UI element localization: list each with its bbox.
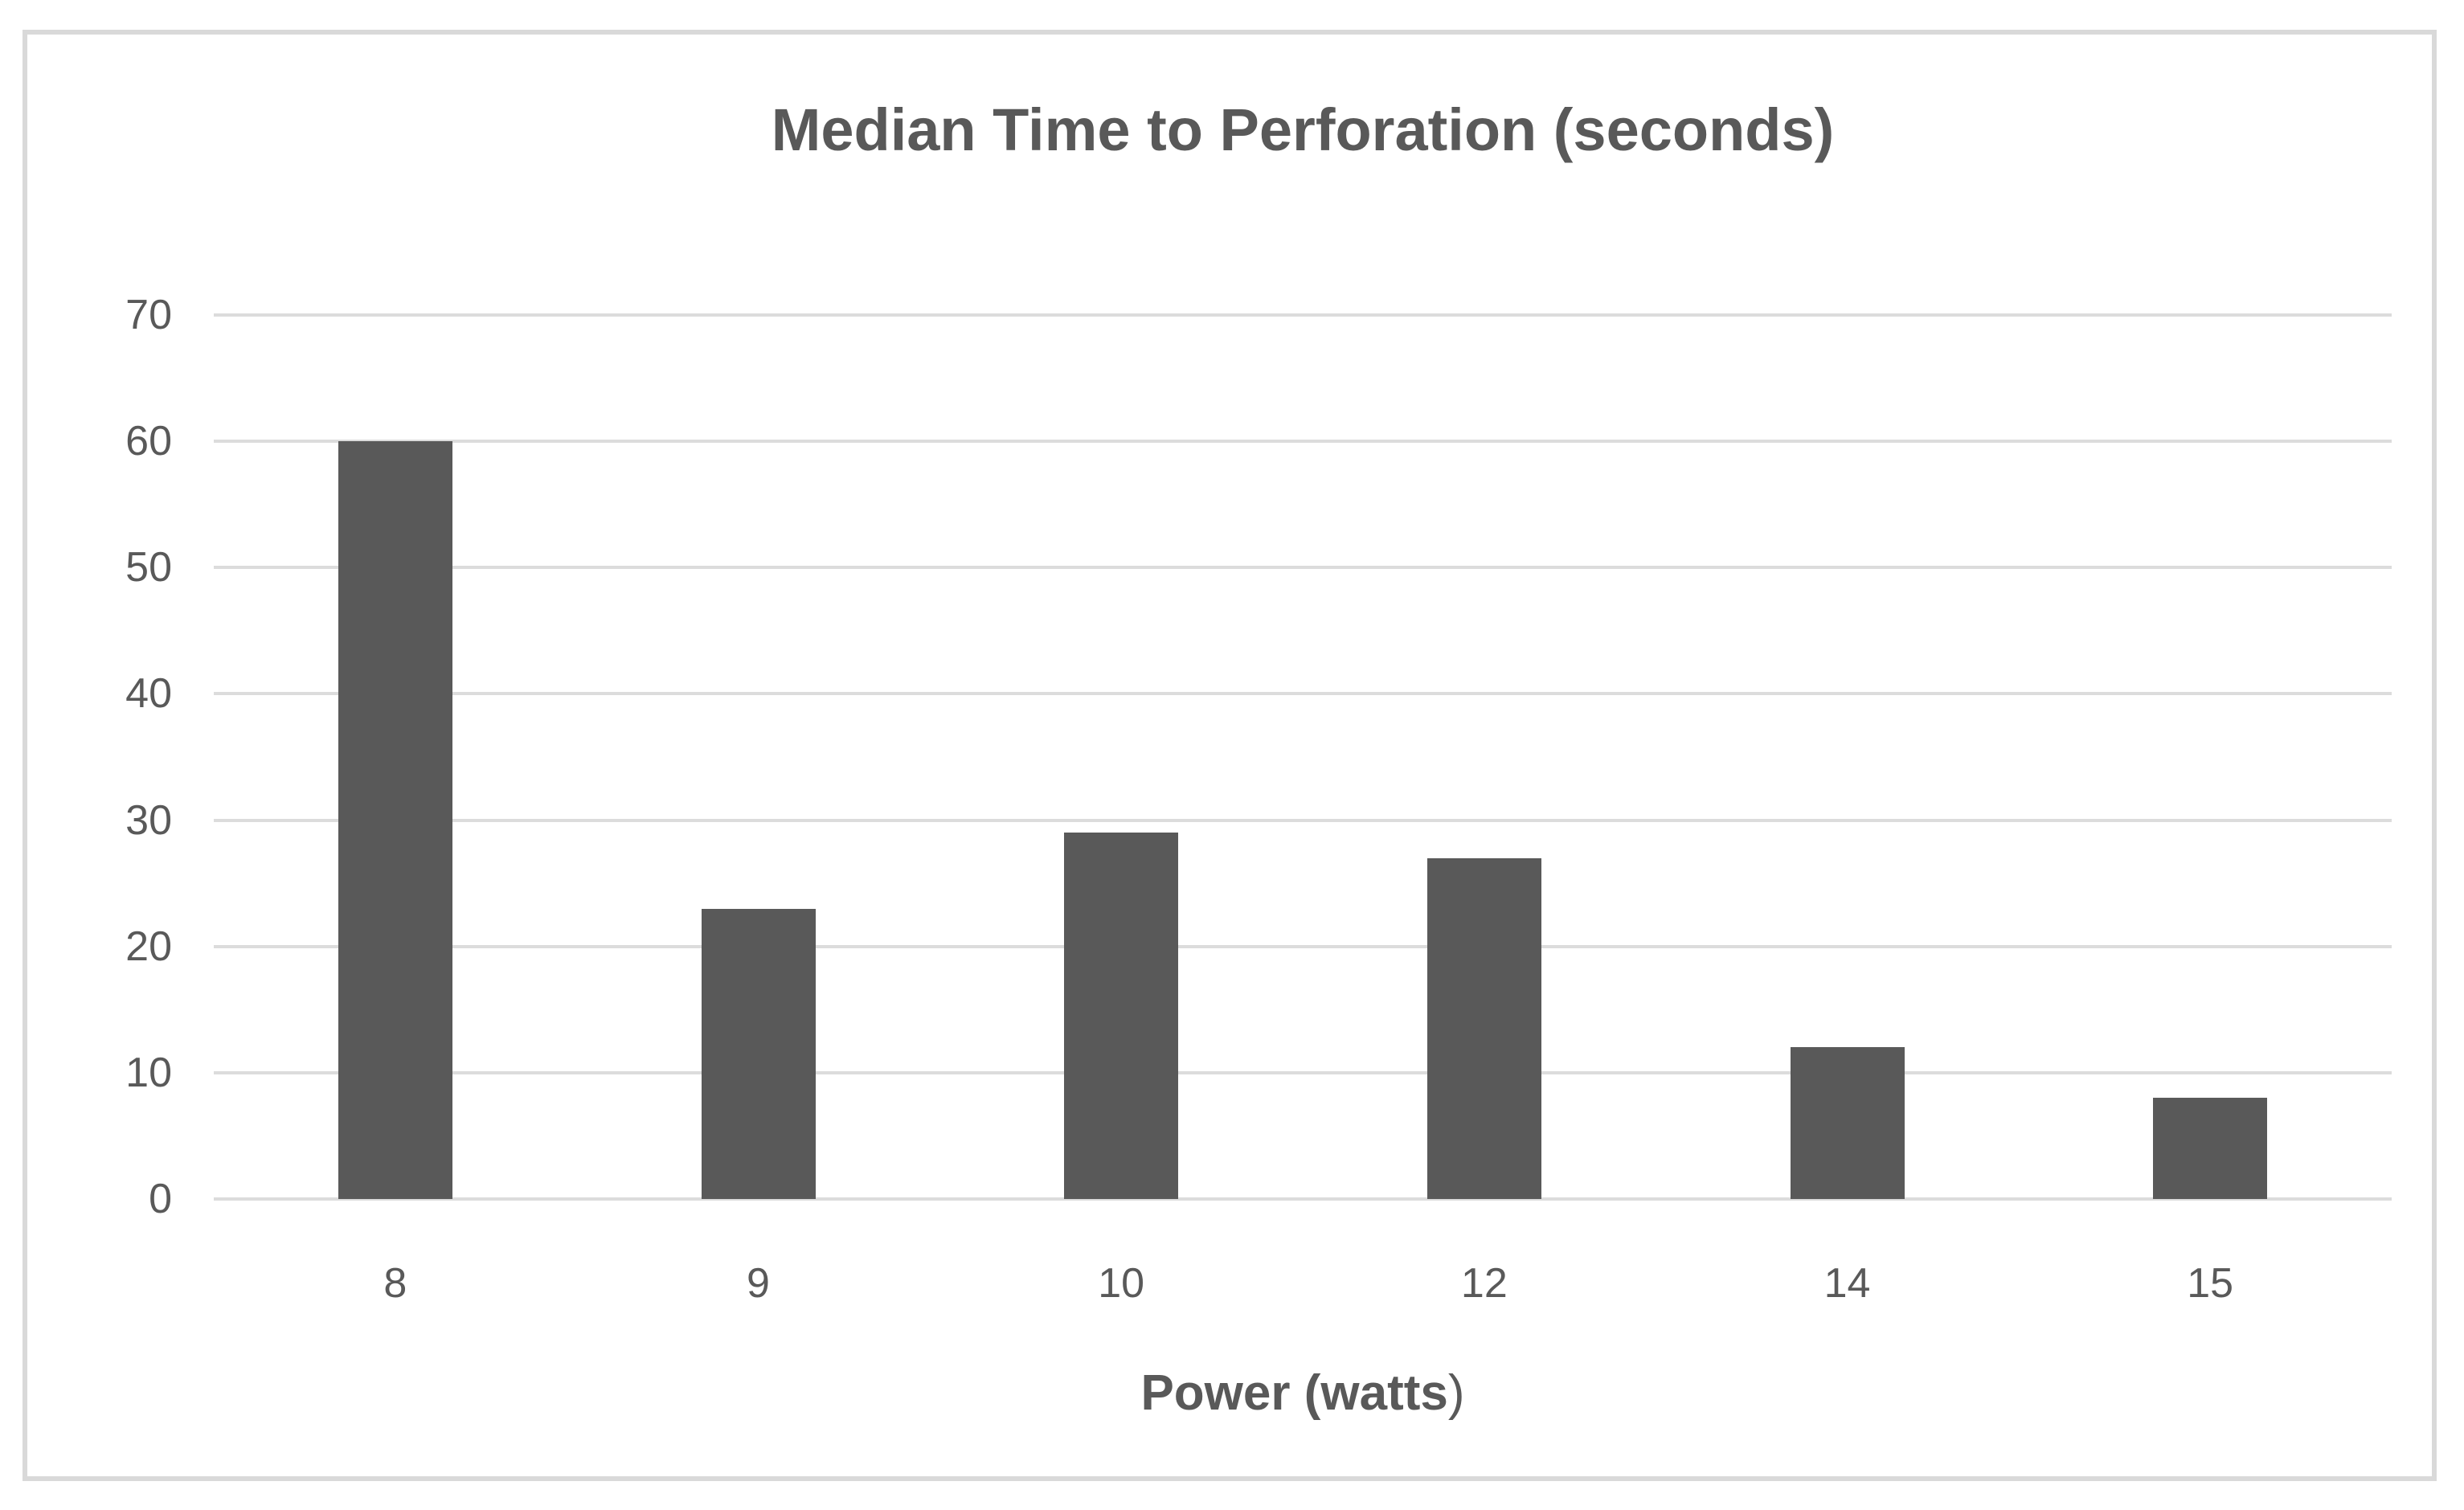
x-axis-title: Power (watts) xyxy=(214,1365,2392,1422)
bar xyxy=(1064,833,1179,1199)
chart-title: Median Time to Perforation (seconds) xyxy=(771,96,1835,163)
bar xyxy=(1426,857,1541,1199)
gridline xyxy=(214,818,2392,822)
x-tick-label: 14 xyxy=(1823,1260,1871,1307)
y-tick-label: 50 xyxy=(125,544,172,591)
y-tick-label: 30 xyxy=(125,796,172,844)
y-tick-label: 70 xyxy=(125,292,172,338)
x-axis-labels: 8 9 10 12 14 15 xyxy=(214,1262,2392,1311)
y-tick-label: 0 xyxy=(149,1176,172,1222)
y-axis-labels: 0 10 20 30 40 50 60 70 xyxy=(27,294,172,1220)
x-tick-label: 9 xyxy=(747,1260,770,1307)
x-tick-label: 10 xyxy=(1098,1260,1145,1307)
gridline xyxy=(214,313,2392,317)
gridline xyxy=(214,440,2392,444)
gridline xyxy=(214,944,2392,948)
x-tick-label: 15 xyxy=(2187,1260,2234,1307)
x-axis-title-text: Power (watts xyxy=(1140,1365,1448,1421)
gridline xyxy=(214,1197,2392,1201)
plot-area xyxy=(214,313,2392,1201)
x-axis-title-paren: ) xyxy=(1447,1365,1465,1421)
gridline xyxy=(214,692,2392,696)
gridline xyxy=(214,1070,2392,1074)
x-tick-label: 12 xyxy=(1460,1260,1508,1307)
y-tick-label: 40 xyxy=(125,670,172,718)
y-tick-label: 20 xyxy=(125,923,172,970)
bar xyxy=(338,441,452,1199)
gridline xyxy=(214,566,2392,570)
x-tick-label: 8 xyxy=(383,1260,407,1307)
chart-frame: Median Time to Perforation (seconds) 0 10… xyxy=(23,30,2437,1481)
y-tick-label: 10 xyxy=(125,1049,172,1096)
bar xyxy=(2153,1098,2268,1199)
bar xyxy=(1790,1047,1905,1199)
y-tick-label: 60 xyxy=(125,418,172,465)
bar xyxy=(701,908,816,1199)
